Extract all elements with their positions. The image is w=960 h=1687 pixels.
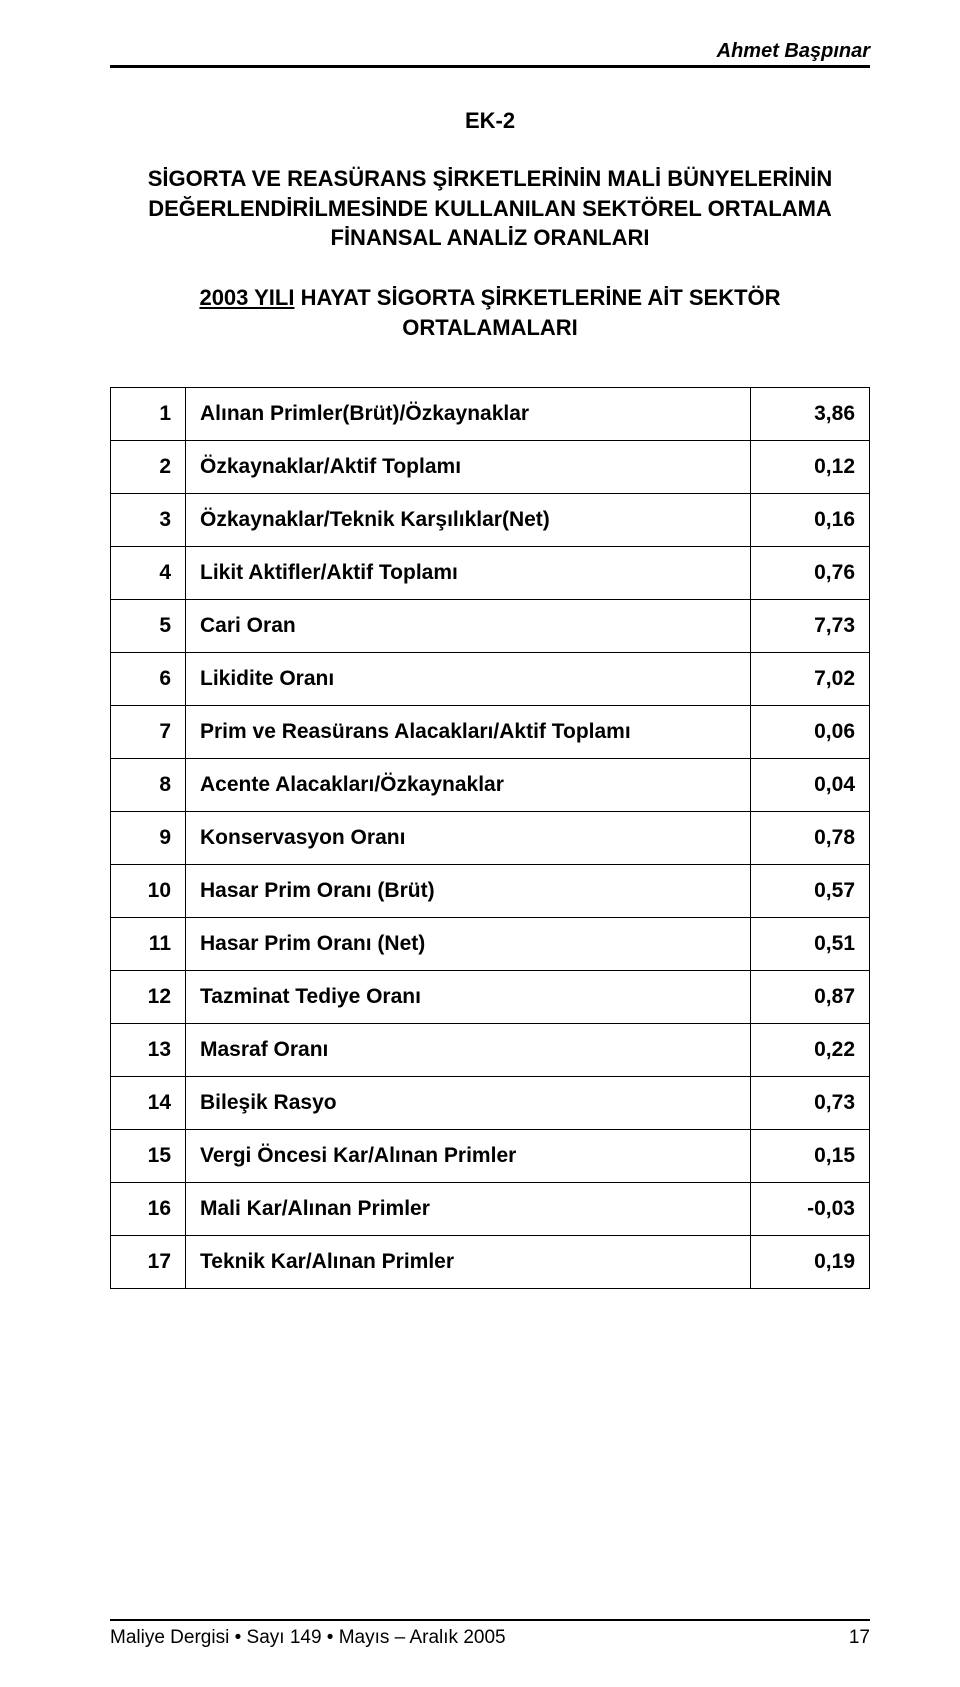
row-index: 13 — [111, 1024, 186, 1077]
row-label: Likit Aktifler/Aktif Toplamı — [186, 547, 751, 600]
main-title: SİGORTA VE REASÜRANS ŞİRKETLERİNİN MALİ … — [110, 164, 870, 253]
row-label: Likidite Oranı — [186, 653, 751, 706]
row-value: 7,02 — [751, 653, 870, 706]
row-label: Alınan Primler(Brüt)/Özkaynaklar — [186, 388, 751, 441]
row-value: 0,19 — [751, 1236, 870, 1289]
row-label: Masraf Oranı — [186, 1024, 751, 1077]
row-index: 14 — [111, 1077, 186, 1130]
row-label: Hasar Prim Oranı (Net) — [186, 918, 751, 971]
row-index: 1 — [111, 388, 186, 441]
table-row: 8 Acente Alacakları/Özkaynaklar 0,04 — [111, 759, 870, 812]
row-value: 0,06 — [751, 706, 870, 759]
row-value: 7,73 — [751, 600, 870, 653]
row-label: Teknik Kar/Alınan Primler — [186, 1236, 751, 1289]
row-value: 0,51 — [751, 918, 870, 971]
row-value: 0,04 — [751, 759, 870, 812]
ek-title: EK-2 — [110, 108, 870, 134]
row-index: 17 — [111, 1236, 186, 1289]
ratios-table-body: 1 Alınan Primler(Brüt)/Özkaynaklar 3,86 … — [111, 388, 870, 1289]
row-label: Acente Alacakları/Özkaynaklar — [186, 759, 751, 812]
row-value: 0,16 — [751, 494, 870, 547]
row-index: 10 — [111, 865, 186, 918]
row-index: 12 — [111, 971, 186, 1024]
table-row: 14 Bileşik Rasyo 0,73 — [111, 1077, 870, 1130]
ratios-table: 1 Alınan Primler(Brüt)/Özkaynaklar 3,86 … — [110, 387, 870, 1289]
row-value: 0,15 — [751, 1130, 870, 1183]
sub-title-rest: HAYAT SİGORTA ŞİRKETLERİNE AİT SEKTÖR OR… — [294, 285, 780, 340]
row-index: 8 — [111, 759, 186, 812]
row-label: Vergi Öncesi Kar/Alınan Primler — [186, 1130, 751, 1183]
footer-journal: Maliye Dergisi • Sayı 149 • Mayıs – Aral… — [110, 1627, 506, 1649]
row-label: Özkaynaklar/Teknik Karşılıklar(Net) — [186, 494, 751, 547]
footer: Maliye Dergisi • Sayı 149 • Mayıs – Aral… — [110, 1619, 870, 1649]
table-row: 15 Vergi Öncesi Kar/Alınan Primler 0,15 — [111, 1130, 870, 1183]
row-value: 0,73 — [751, 1077, 870, 1130]
table-row: 13 Masraf Oranı 0,22 — [111, 1024, 870, 1077]
table-row: 16 Mali Kar/Alınan Primler -0,03 — [111, 1183, 870, 1236]
table-row: 2 Özkaynaklar/Aktif Toplamı 0,12 — [111, 441, 870, 494]
row-index: 9 — [111, 812, 186, 865]
row-label: Bileşik Rasyo — [186, 1077, 751, 1130]
table-row: 7 Prim ve Reasürans Alacakları/Aktif Top… — [111, 706, 870, 759]
table-row: 6 Likidite Oranı 7,02 — [111, 653, 870, 706]
row-value: 0,12 — [751, 441, 870, 494]
row-value: -0,03 — [751, 1183, 870, 1236]
table-row: 10 Hasar Prim Oranı (Brüt) 0,57 — [111, 865, 870, 918]
row-value: 0,78 — [751, 812, 870, 865]
row-label: Özkaynaklar/Aktif Toplamı — [186, 441, 751, 494]
row-index: 7 — [111, 706, 186, 759]
table-row: 5 Cari Oran 7,73 — [111, 600, 870, 653]
sub-title-underlined: 2003 YILI — [199, 285, 294, 310]
row-index: 6 — [111, 653, 186, 706]
row-index: 5 — [111, 600, 186, 653]
table-row: 12 Tazminat Tediye Oranı 0,87 — [111, 971, 870, 1024]
row-index: 15 — [111, 1130, 186, 1183]
row-value: 0,22 — [751, 1024, 870, 1077]
sub-title: 2003 YILI HAYAT SİGORTA ŞİRKETLERİNE AİT… — [110, 283, 870, 342]
row-index: 2 — [111, 441, 186, 494]
row-label: Mali Kar/Alınan Primler — [186, 1183, 751, 1236]
row-index: 4 — [111, 547, 186, 600]
row-index: 16 — [111, 1183, 186, 1236]
row-label: Konservasyon Oranı — [186, 812, 751, 865]
row-label: Prim ve Reasürans Alacakları/Aktif Topla… — [186, 706, 751, 759]
row-value: 0,57 — [751, 865, 870, 918]
row-value: 0,87 — [751, 971, 870, 1024]
row-label: Hasar Prim Oranı (Brüt) — [186, 865, 751, 918]
table-row: 11 Hasar Prim Oranı (Net) 0,51 — [111, 918, 870, 971]
table-row: 17 Teknik Kar/Alınan Primler 0,19 — [111, 1236, 870, 1289]
table-row: 4 Likit Aktifler/Aktif Toplamı 0,76 — [111, 547, 870, 600]
row-label: Tazminat Tediye Oranı — [186, 971, 751, 1024]
row-label: Cari Oran — [186, 600, 751, 653]
row-index: 11 — [111, 918, 186, 971]
row-value: 0,76 — [751, 547, 870, 600]
table-row: 3 Özkaynaklar/Teknik Karşılıklar(Net) 0,… — [111, 494, 870, 547]
table-row: 9 Konservasyon Oranı 0,78 — [111, 812, 870, 865]
row-index: 3 — [111, 494, 186, 547]
header-author: Ahmet Başpınar — [110, 40, 870, 68]
page: Ahmet Başpınar EK-2 SİGORTA VE REASÜRANS… — [0, 0, 960, 1687]
footer-page-number: 17 — [849, 1627, 870, 1649]
table-row: 1 Alınan Primler(Brüt)/Özkaynaklar 3,86 — [111, 388, 870, 441]
row-value: 3,86 — [751, 388, 870, 441]
